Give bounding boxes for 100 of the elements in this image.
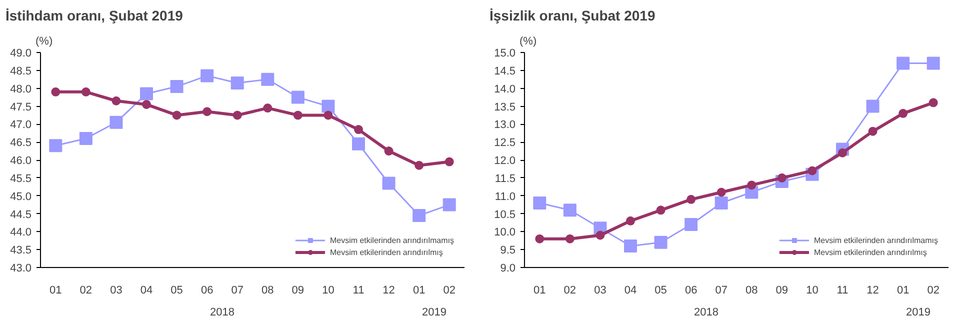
x-tick-label: 02	[443, 284, 456, 296]
x-tick-label: 06	[684, 284, 698, 296]
legend-label: Mevsim etkilerinden arındırılmış	[814, 247, 927, 257]
x-tick-label: 09	[776, 284, 788, 296]
text: 2019	[422, 306, 446, 318]
x-tick-label: 04	[140, 284, 153, 296]
point	[352, 137, 365, 150]
y-tick-label: 48.0	[10, 83, 32, 96]
point	[412, 209, 426, 222]
point	[716, 188, 726, 197]
x-tick-label: 12	[866, 284, 879, 296]
x-tick-label: 01	[896, 284, 910, 296]
x-tick-label: 01	[50, 284, 62, 296]
x-tick-label: 05	[170, 284, 183, 296]
y-tick-label: 12.5	[494, 137, 516, 150]
point	[81, 87, 90, 96]
point	[624, 240, 637, 252]
y-tick-label: 13.5	[494, 101, 516, 114]
y-tick-label: 14.0	[494, 83, 516, 96]
x-tick-label: 10	[322, 284, 334, 296]
point	[112, 96, 121, 106]
y-tick-label: 10.0	[494, 226, 516, 239]
y-tick-label: 44.0	[10, 226, 32, 239]
point	[202, 107, 212, 116]
x-tick-label: 09	[292, 284, 304, 296]
x-tick-label: 01	[412, 284, 426, 296]
x-tick-label: 04	[624, 284, 637, 296]
text: 2018	[694, 306, 718, 318]
x-tick-label: 11	[352, 284, 364, 296]
legend-label: Mevsim etkilerinden arındırılmamış	[330, 235, 454, 245]
legend-label: Mevsim etkilerinden arındırılmış	[330, 247, 443, 257]
point	[926, 56, 940, 70]
point	[354, 125, 363, 134]
point	[626, 216, 635, 226]
legend-label: Mevsim etkilerinden arındırılmamış	[814, 235, 938, 245]
y-tick-label: 45.5	[10, 172, 32, 185]
point	[263, 104, 272, 113]
point	[140, 87, 153, 100]
y-tick-label: 10.5	[494, 208, 516, 221]
point	[170, 80, 184, 94]
y-tick-label: 13.0	[494, 119, 516, 132]
text: 2018	[210, 306, 234, 318]
x-tick-label: 01	[534, 284, 546, 296]
y-tick-label: 49.0	[10, 48, 32, 60]
point	[230, 76, 244, 90]
point	[291, 90, 304, 104]
point	[322, 100, 335, 113]
point	[654, 236, 668, 249]
point	[714, 196, 728, 210]
y-tick-label: 47.0	[10, 119, 32, 132]
point	[172, 110, 182, 120]
point	[261, 72, 274, 86]
x-tick-label: 02	[564, 284, 576, 296]
text: 2019	[906, 306, 930, 318]
y-tick-label: 48.5	[10, 65, 32, 78]
y-tick-label: 12.0	[494, 155, 516, 167]
x-tick-label: 10	[806, 284, 818, 296]
point	[596, 230, 605, 240]
point	[656, 206, 666, 215]
y-tick-label: 14.5	[494, 65, 516, 78]
y-tick-label: 9.5	[500, 244, 516, 257]
x-tick-label: 02	[927, 284, 940, 296]
point	[535, 234, 544, 244]
y-tick-label: 15.0	[494, 48, 516, 60]
point	[444, 157, 454, 166]
point	[686, 194, 696, 204]
y-tick-label: 9.0	[500, 262, 516, 274]
y-tick-label: 43.0	[10, 262, 32, 274]
x-tick-label: 03	[594, 284, 606, 296]
y-tick-label: 46.0	[10, 155, 32, 167]
point	[324, 110, 333, 120]
x-tick-label: 08	[746, 284, 758, 296]
x-tick-label: 05	[654, 284, 667, 296]
y-axis-title: (%)	[36, 36, 53, 48]
x-tick-label: 03	[110, 284, 122, 296]
x-tick-label: 11	[836, 284, 848, 296]
point	[110, 116, 123, 129]
point	[232, 110, 242, 120]
point	[928, 98, 938, 108]
chart-title: İstihdam oranı, Şubat 2019	[6, 8, 184, 24]
point	[684, 218, 698, 231]
y-tick-label: 44.5	[10, 208, 32, 221]
point	[384, 146, 394, 156]
point	[563, 204, 576, 217]
point	[200, 69, 214, 82]
y-tick-label: 11.5	[494, 172, 516, 185]
point	[866, 100, 880, 113]
point	[51, 87, 60, 96]
point	[382, 176, 396, 190]
point	[747, 180, 756, 190]
point	[142, 100, 151, 109]
point	[79, 132, 92, 145]
point	[565, 234, 574, 244]
x-tick-label: 02	[80, 284, 92, 296]
x-tick-label: 06	[200, 284, 214, 296]
y-tick-label: 45.0	[10, 190, 32, 203]
y-tick-label: 47.5	[10, 101, 32, 114]
point	[442, 198, 456, 212]
point	[896, 56, 910, 70]
point	[293, 110, 302, 120]
